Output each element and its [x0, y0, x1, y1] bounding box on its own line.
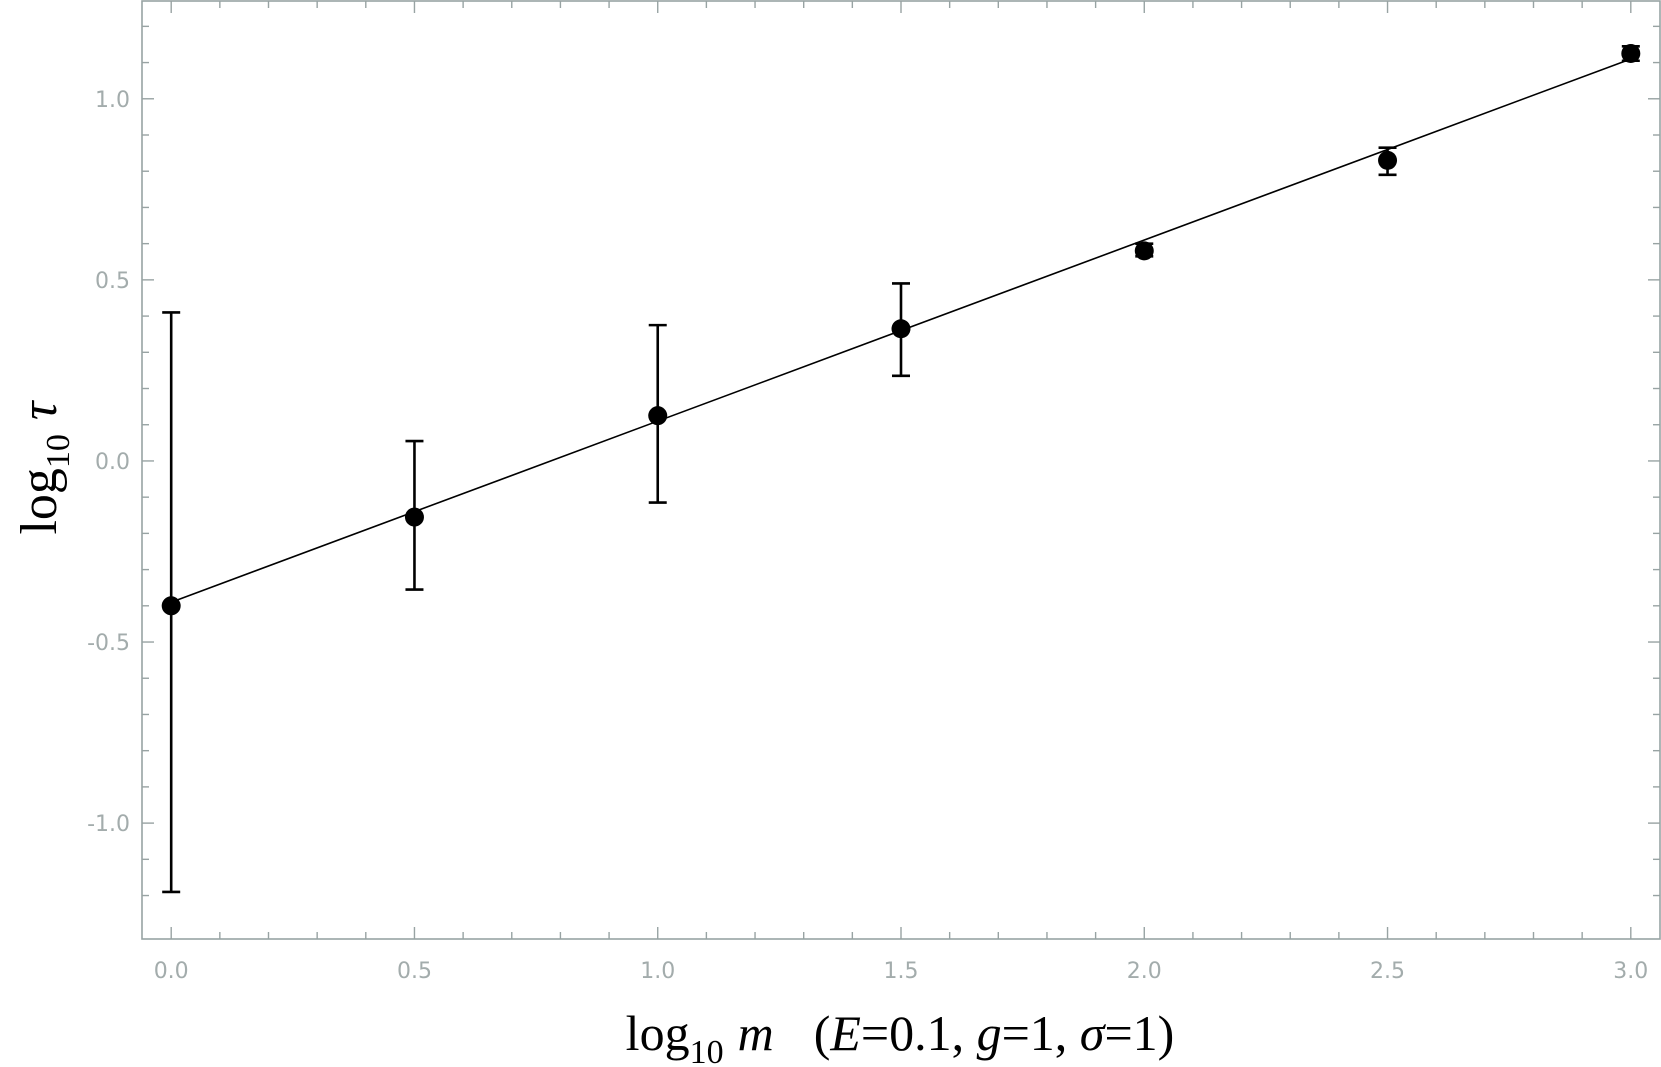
x-axis-param-g-value: =1,	[1002, 1005, 1080, 1061]
y-axis-variable: τ	[11, 399, 68, 420]
data-marks	[161, 44, 1641, 894]
y-tick-label: -0.5	[87, 631, 130, 656]
x-axis-log-base: 10	[690, 1034, 724, 1067]
x-axis-title: log10 m (E=0.1, g=1, σ=1)	[626, 1005, 1175, 1067]
x-tick-label: 0.0	[154, 959, 189, 984]
axis-tick-labels: 0.0 0.5 1.0 1.5 2.0 2.5 3.0 -1.0 -0.5 0.0 0.5 1.0	[87, 88, 1648, 984]
y-tick-label: 0.0	[95, 450, 130, 475]
data-point	[404, 507, 424, 527]
x-tick-label: 1.5	[884, 959, 919, 984]
y-axis-log: log	[11, 468, 68, 534]
plot-frame	[141, 0, 1661, 940]
data-point	[1621, 44, 1641, 64]
x-tick-label: 3.0	[1613, 959, 1648, 984]
y-tick-label: 1.0	[95, 88, 130, 113]
x-tick-label: 1.0	[640, 959, 675, 984]
x-axis-param-g: g	[977, 1005, 1002, 1061]
x-axis-param-E-value: =0.1,	[861, 1005, 977, 1061]
data-point	[1378, 150, 1398, 170]
y-tick-label: -1.0	[87, 812, 130, 837]
x-tick-label: 2.5	[1370, 959, 1405, 984]
x-tick-label: 0.5	[397, 959, 432, 984]
x-axis-variable: m	[738, 1005, 774, 1061]
data-point	[648, 406, 668, 426]
data-point	[1134, 241, 1154, 261]
x-axis-param-E: E	[829, 1005, 861, 1061]
y-axis-log-base: 10	[40, 434, 77, 468]
y-axis-title: log10 τ	[11, 399, 77, 534]
data-point	[161, 596, 181, 616]
x-axis-param-sigma: σ	[1080, 1005, 1107, 1061]
x-tick-label: 2.0	[1127, 959, 1162, 984]
y-tick-label: 0.5	[95, 269, 130, 294]
x-axis-param-sigma-value: =1)	[1104, 1005, 1174, 1061]
x-axis-params-open: (	[814, 1005, 831, 1061]
axis-ticks	[142, 1, 1660, 939]
x-axis-log: log	[626, 1005, 690, 1061]
data-point	[891, 319, 911, 339]
